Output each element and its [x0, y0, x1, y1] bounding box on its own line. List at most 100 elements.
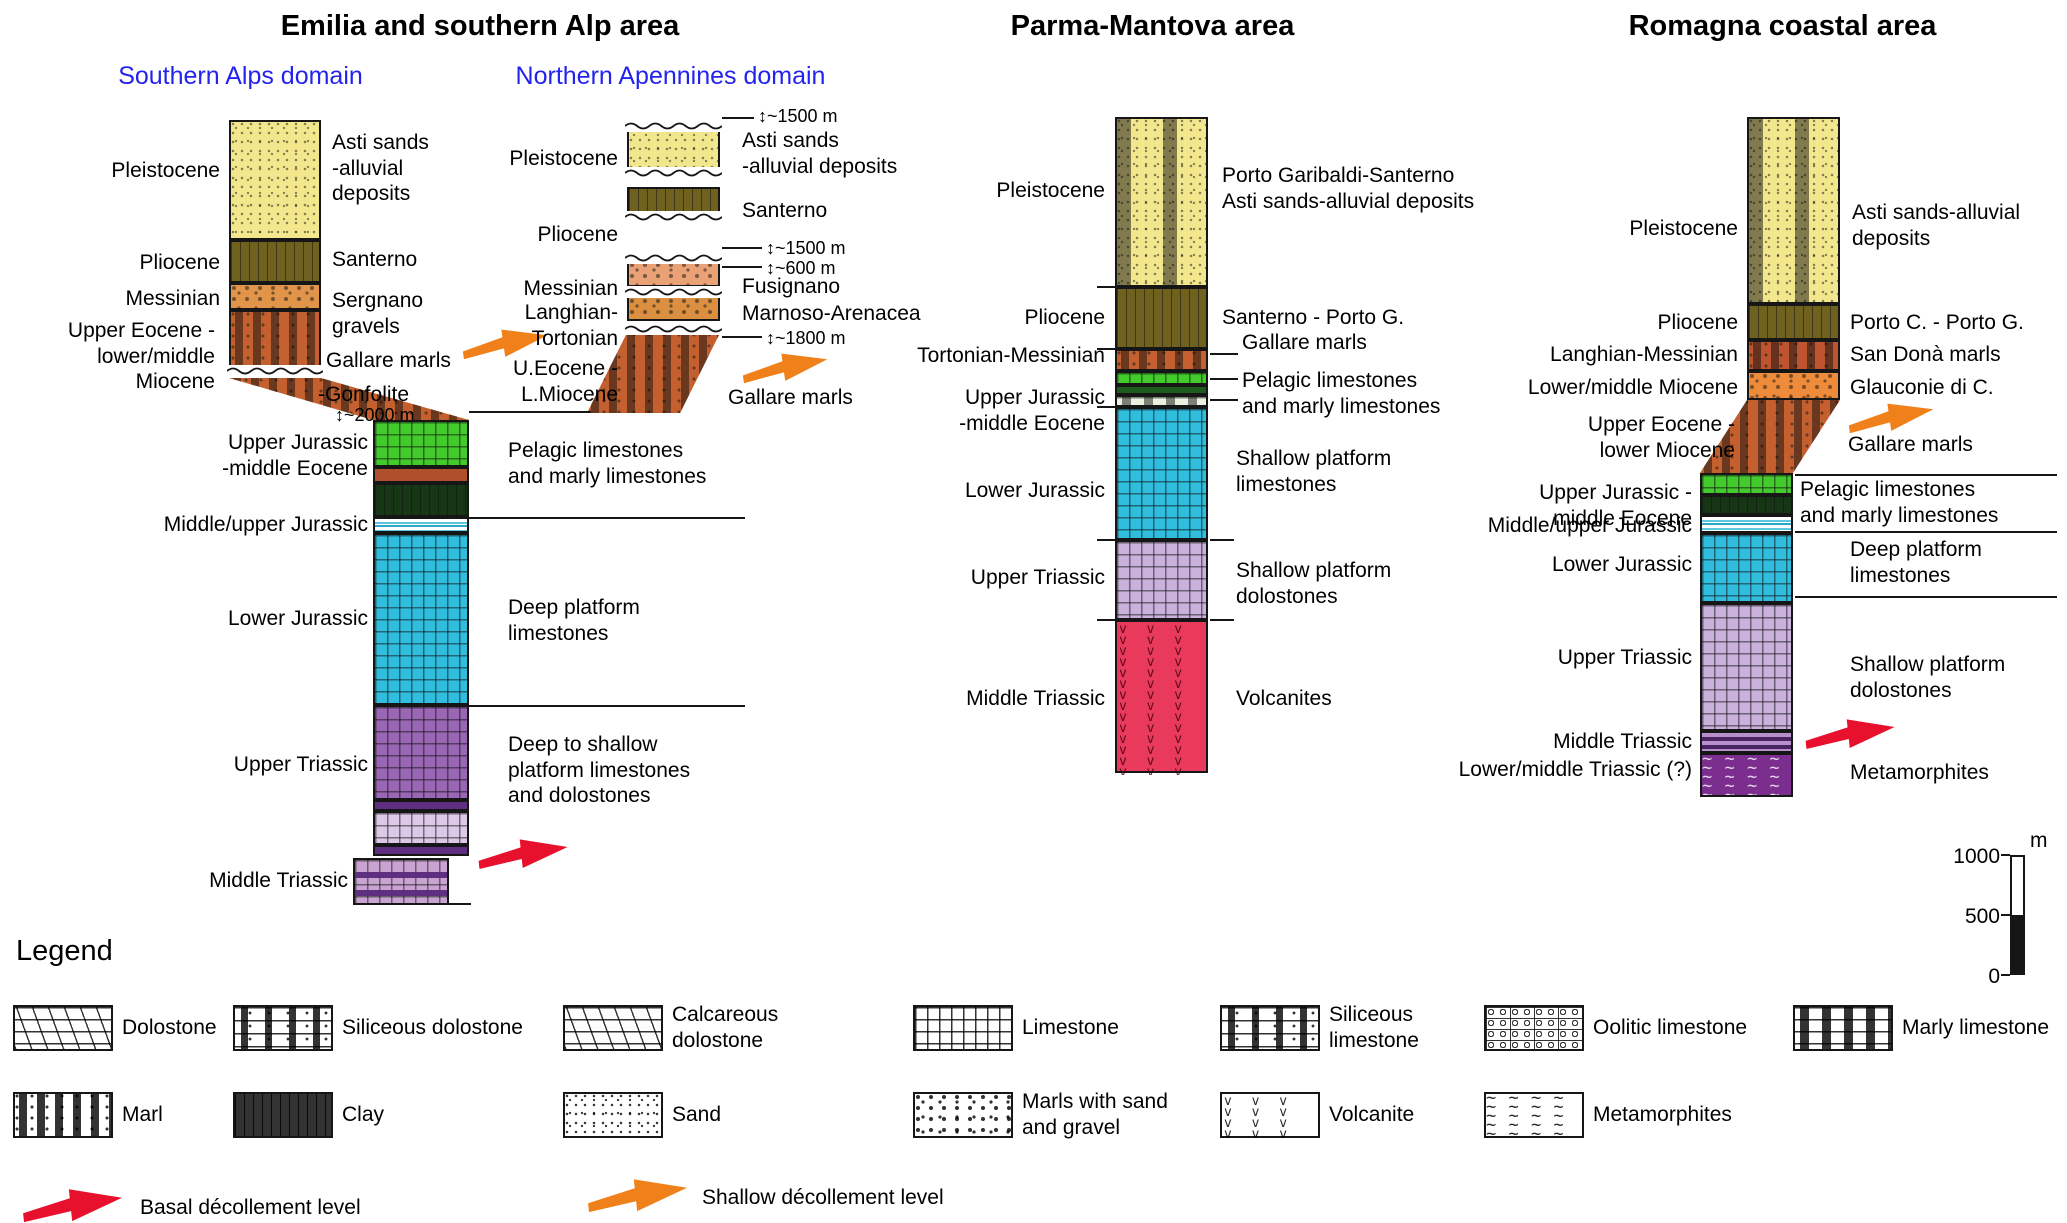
legend-label-volcanite: Volcanite	[1329, 1103, 1415, 1126]
scale-1000-label: 1000	[1953, 845, 2000, 868]
ro-label-asti: Asti sands-alluvial deposits	[1852, 201, 2021, 250]
domain-label-southern-alps: Southern Alps domain	[118, 62, 363, 90]
pm-label-uj-me: Upper Jurassic -middle Eocene	[959, 386, 1105, 435]
ro-leader-2	[1795, 531, 2057, 533]
pm-leader-gallare	[1210, 353, 1238, 355]
pm-label-middle-triassic: Middle Triassic	[966, 687, 1105, 710]
em-dark-band-1	[373, 800, 469, 811]
ro-label-shallow-dolo: Shallow platform dolostones	[1850, 653, 2006, 702]
ro-marly-green-unit	[1700, 495, 1793, 515]
scale-bar-filled-half	[2012, 915, 2023, 973]
legend-swatch-volcanite: v v v v v v v v v v v v v v v v v v v v …	[1220, 1092, 1320, 1140]
em-mt-dark-band-b	[355, 890, 447, 896]
legend-label-clay: Clay	[342, 1103, 385, 1126]
basal-decollement-arrow-romagna	[1805, 719, 1895, 749]
scale-tick-1000	[2001, 854, 2010, 856]
legend-volcanite-pattern: v v v v v v v v v v v v v v v v v v v v …	[1224, 1094, 1294, 1140]
ro-label-metamorphites: Metamorphites	[1850, 761, 1989, 784]
pm-shallow-limestone-unit	[1115, 407, 1208, 540]
pm-label-pliocene: Pliocene	[1024, 306, 1105, 329]
area-title-parma: Parma-Mantova area	[1010, 10, 1295, 42]
sa-label-pliocene: Pliocene	[139, 251, 220, 274]
legend-swatch-clay	[233, 1092, 333, 1138]
legend-metamorphite-pattern: ~ ~ ~ ~ ~ ~ ~ ~ ~ ~ ~ ~ ~ ~ ~ ~ ~ ~ ~ ~ …	[1486, 1094, 1565, 1136]
pm-pliocene-unit	[1115, 287, 1208, 349]
na-wavy-6	[625, 323, 722, 335]
na-tick-600	[722, 266, 762, 268]
pm-label-gallare: Gallare marls	[1242, 331, 1367, 354]
legend-label-dolostone: Dolostone	[122, 1016, 217, 1039]
pm-tick-l1	[1097, 286, 1115, 288]
ro-label-sandona: San Donà marls	[1850, 343, 2001, 366]
legend-basal-decollement-arrow	[23, 1189, 123, 1223]
shallow-decollement-arrow-romagna	[1848, 403, 1934, 434]
legend-swatch-dolostone	[13, 1005, 113, 1051]
pm-gallare-marls-unit	[1115, 349, 1208, 371]
legend-title: Legend	[16, 935, 113, 967]
na-wavy-5	[625, 286, 722, 298]
pm-leader-pelagic	[1210, 378, 1238, 380]
sa-label-pleistocene: Pleistocene	[111, 159, 220, 182]
na-label-pleistocene: Pleistocene	[509, 147, 618, 170]
legend-label-sand: Sand	[672, 1103, 722, 1126]
na-label-langhian-tortonian: Langhian- Tortonian	[524, 301, 618, 350]
na-wavy-4	[625, 252, 722, 264]
ro-label-lm-miocene: Lower/middle Miocene	[1527, 376, 1738, 399]
ro-deep-limestone-unit	[1700, 533, 1793, 603]
em-upper-triassic-unit	[373, 705, 469, 800]
na-wavy-2	[625, 167, 722, 179]
sa-label-asti: Asti sands -alluvial deposits	[332, 131, 429, 206]
em-label-middle-triassic: Middle Triassic	[209, 869, 348, 892]
pm-pelagic-green-unit	[1115, 371, 1208, 385]
na-asti-sands-unit	[627, 127, 720, 171]
em-label-mu-jurassic: Middle/upper Jurassic	[163, 513, 368, 536]
na-ramp-base-line	[469, 411, 591, 413]
ro-label-uj-me: Upper Jurassic - middle Eocene	[1539, 481, 1692, 530]
na-santerno-unit	[627, 187, 720, 213]
ro-mu-jurassic-unit	[1700, 515, 1793, 533]
em-mu-jurassic-unit	[373, 517, 469, 533]
ro-san-dona-marls-unit	[1747, 340, 1840, 371]
em-dark-band-2	[373, 845, 469, 856]
legend-swatch-limestone	[913, 1005, 1013, 1051]
pm-tick-r5	[1210, 619, 1234, 621]
area-title-romagna: Romagna coastal area	[1628, 10, 1937, 42]
em-middle-triassic-unit	[353, 858, 449, 905]
na-label-messinian: Messinian	[523, 277, 618, 300]
ro-pelagic-green-unit	[1700, 473, 1793, 495]
legend-label-oolitic-limestone: Oolitic limestone	[1593, 1016, 1748, 1039]
na-fusignano-unit	[627, 260, 720, 287]
domain-label-northern-apennines: Northern Apennines domain	[515, 62, 826, 90]
legend-shallow-decollement-arrow	[588, 1179, 688, 1213]
pm-label-tort-mess: Tortonian-Messinian	[917, 344, 1105, 367]
sa-label-sergnano: Sergnano gravels	[332, 289, 424, 338]
em-label-upper-triassic: Upper Triassic	[233, 753, 368, 776]
ro-label-lower-jurassic: Lower Jurassic	[1551, 553, 1692, 576]
legend-label-calcareous-dolostone: Calcareous dolostone	[672, 1003, 779, 1052]
pm-label-upper-triassic: Upper Triassic	[970, 566, 1105, 589]
em-mt-dark-band-a	[355, 872, 447, 878]
legend-swatch-siliceous-limestone	[1220, 1005, 1320, 1051]
ro-middle-triassic-unit	[1700, 731, 1793, 753]
pm-label-volcanites: Volcanites	[1236, 687, 1332, 710]
em-bottom-line	[353, 903, 471, 905]
em-leader-mu-jurassic	[469, 517, 745, 519]
legend-swatch-calcareous-dolostone	[563, 1005, 663, 1051]
ro-metamorphites-unit: ~ ~ ~ ~ ~ ~ ~ ~ ~ ~ ~ ~ ~ ~ ~ ~ ~ ~ ~ ~ …	[1700, 753, 1793, 797]
ro-label-middle-triassic: Middle Triassic	[1553, 730, 1692, 753]
ro-label-ue-lm: Upper Eocene - lower Miocene	[1587, 413, 1735, 462]
shallow-decollement-arrow-na	[742, 353, 828, 384]
em-label-deep-shallow: Deep to shallow platform limestones and …	[508, 733, 691, 808]
legend-swatch-marls-sand-gravel	[913, 1092, 1013, 1138]
em-deep-platform-limestone-unit	[373, 533, 469, 705]
scale-tick-500	[2001, 914, 2010, 916]
pm-label-pelagic: Pelagic limestones and marly limestones	[1242, 369, 1441, 418]
na-label-ueocene-lmiocene: U.Eocene - L.Miocene	[512, 357, 618, 406]
na-label-asti: Asti sands -alluvial deposits	[742, 129, 898, 178]
na-label-fusignano: Fusignano	[742, 275, 841, 298]
pm-label-shallow-lime: Shallow platform limestones	[1236, 447, 1392, 496]
ro-label-lm-triassic: Lower/middle Triassic (?)	[1458, 758, 1692, 781]
na-tick-1500	[722, 247, 762, 249]
pm-tick-l5	[1097, 619, 1115, 621]
metamorphite-pattern-fill: ~ ~ ~ ~ ~ ~ ~ ~ ~ ~ ~ ~ ~ ~ ~ ~ ~ ~ ~ ~ …	[1702, 755, 1781, 795]
